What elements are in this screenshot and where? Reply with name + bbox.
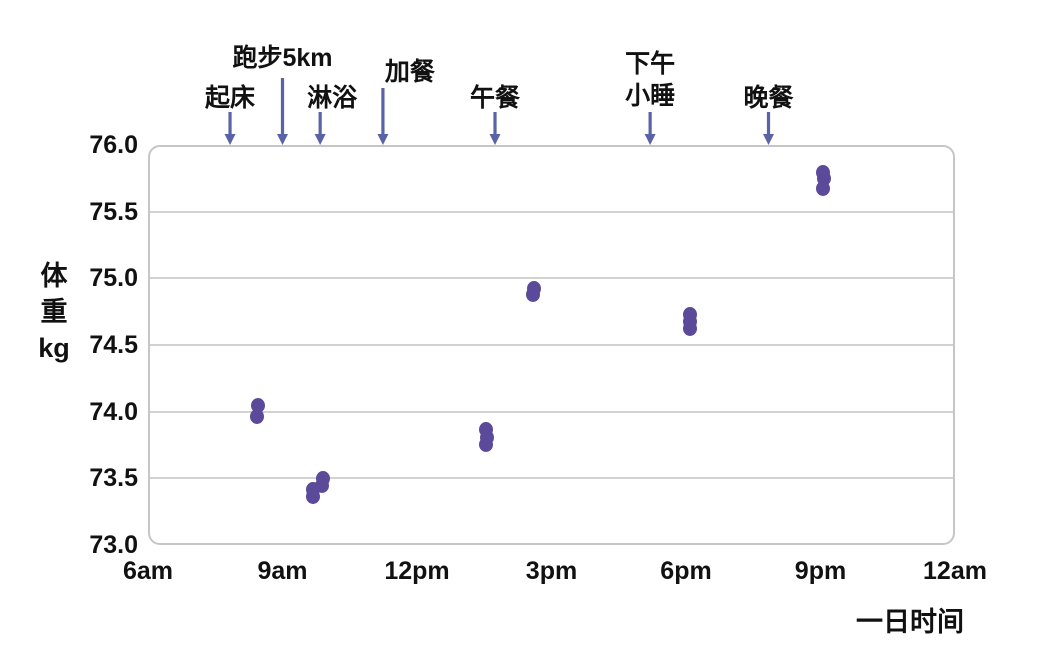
x-tick-label: 6am (122, 557, 174, 585)
gridline (150, 210, 953, 213)
x-tick-label: 9pm (794, 557, 847, 585)
annotation-label: 下午 小睡 (625, 48, 675, 112)
annotation-label-line: 跑步5km (232, 44, 333, 72)
annotation-label-line: 晚餐 (743, 84, 794, 112)
data-point (306, 488, 321, 504)
y-axis-title: 体 重 kg (26, 258, 82, 366)
x-tick-label: 9am (257, 557, 308, 585)
gridline (150, 344, 953, 346)
annotation-label: 加餐 (385, 56, 435, 88)
annotation-label-line: 加餐 (384, 58, 435, 86)
data-point (815, 180, 830, 196)
x-tick-label: 12pm (384, 557, 450, 585)
data-point (314, 478, 329, 493)
annotation-label: 晚餐 (743, 82, 793, 114)
data-point (683, 320, 698, 336)
x-tick-label: 3pm (525, 557, 578, 585)
y-tick-label: 76.0 (89, 131, 138, 159)
annotation-label: 跑步5km (232, 42, 332, 74)
annotation-label-line: 午餐 (469, 84, 521, 112)
x-axis-title: 一日时间 (856, 607, 964, 637)
y-tick-label: 73.0 (89, 531, 138, 559)
y-tick-label: 74.0 (89, 397, 138, 426)
annotation-label: 午餐 (470, 82, 520, 114)
y-tick-label: 74.5 (89, 331, 138, 359)
annotation-label: 起床 (205, 82, 255, 114)
annotation-label-line: 起床 (205, 84, 256, 112)
y-tick-label: 75.0 (89, 264, 138, 293)
y-tick-label: 75.5 (89, 197, 138, 226)
gridline (150, 477, 953, 480)
y-axis-title-line-1: 体 (40, 261, 68, 291)
gridline (150, 410, 953, 413)
annotation-label-line: 小睡 (625, 82, 676, 110)
y-axis-title-line-3: kg (38, 333, 70, 363)
data-point (479, 436, 494, 452)
x-tick-label: 6pm (660, 557, 712, 585)
x-tick-label: 12am (923, 557, 987, 585)
annotation-label: 淋浴 (307, 82, 357, 114)
data-point (525, 287, 540, 303)
gridline (150, 277, 953, 280)
data-point (249, 408, 264, 424)
annotation-label-line: 下午 (625, 50, 676, 78)
y-axis-title-line-2: 重 (40, 297, 68, 327)
y-tick-label: 73.5 (89, 464, 138, 493)
annotation-label-line: 淋浴 (307, 84, 358, 112)
